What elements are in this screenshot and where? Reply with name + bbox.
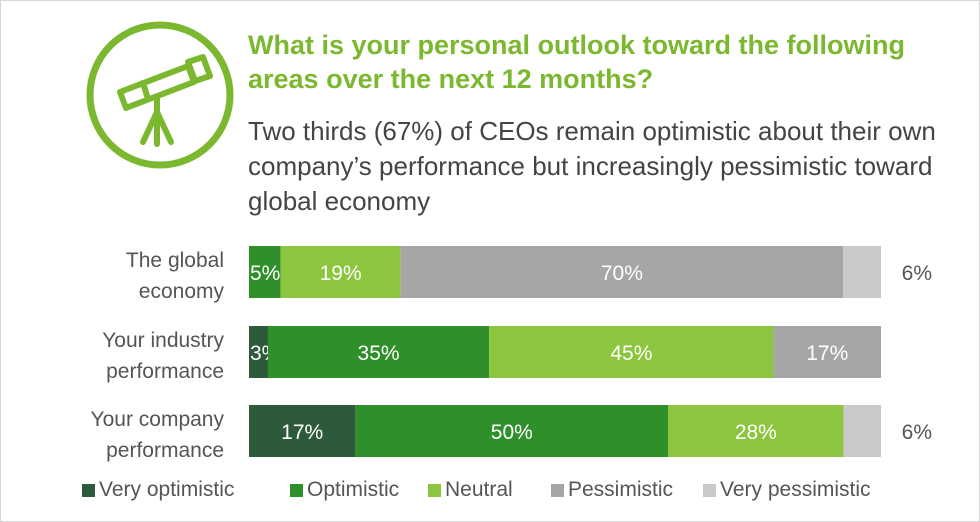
category-label: Your company (91, 408, 225, 431)
bar-segment (489, 326, 774, 378)
bar-segment (249, 246, 281, 298)
outside-data-label: 6% (902, 262, 932, 285)
data-label: 19% (320, 262, 362, 285)
chart-legend: Very optimistic Optimistic Neutral Pessimis… (0, 476, 980, 506)
legend-item: Very pessimistic (703, 476, 871, 504)
category-label: Your industry (102, 329, 224, 352)
category-label: performance (106, 439, 224, 462)
data-label: 17% (281, 421, 323, 444)
bar-segment (400, 246, 844, 298)
data-label: 28% (735, 421, 777, 444)
data-label: 35% (358, 342, 400, 365)
bar-segment (249, 405, 356, 457)
legend-swatch (551, 484, 564, 497)
data-label: 5% (250, 262, 280, 285)
data-label: 45% (610, 342, 652, 365)
legend-swatch (82, 484, 95, 497)
data-label: 70% (601, 262, 643, 285)
legend-swatch (290, 484, 303, 497)
data-label: 17% (806, 342, 848, 365)
legend-label: Neutral (445, 478, 513, 501)
bar-segment (355, 405, 669, 457)
category-label: economy (139, 280, 225, 303)
bar-segment (773, 326, 881, 378)
legend-label: Optimistic (307, 478, 400, 501)
bar-segment (249, 326, 268, 378)
category-label: performance (106, 360, 224, 383)
legend-label: Very pessimistic (720, 478, 871, 501)
chart-title: What is your personal outlook toward the… (248, 30, 906, 94)
legend-swatch (428, 484, 441, 497)
bar-segment (280, 246, 401, 298)
telescope-icon (86, 21, 234, 169)
bar-segment (267, 326, 490, 378)
chart-subtitle: Two thirds (67%) of CEOs remain optimist… (248, 116, 936, 216)
category-label: The global (126, 249, 224, 272)
legend-item: Neutral (428, 476, 513, 504)
legend-item: Optimistic (290, 476, 399, 504)
legend-item: Very optimistic (82, 476, 234, 504)
bar-segment (843, 246, 881, 298)
legend-item: Pessimistic (551, 476, 673, 504)
data-label: 50% (491, 421, 533, 444)
legend-label: Very optimistic (99, 478, 235, 501)
bar-segment (668, 405, 844, 457)
outside-data-label: 6% (902, 421, 932, 444)
legend-label: Pessimistic (568, 478, 674, 501)
bar-segment (843, 405, 881, 457)
legend-swatch (703, 484, 716, 497)
